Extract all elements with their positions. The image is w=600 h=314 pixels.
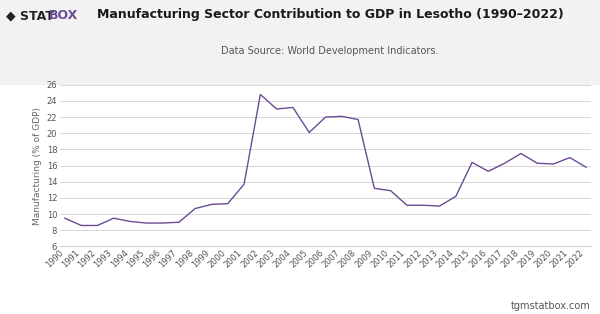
Legend: Lesotho: Lesotho (291, 313, 360, 314)
Text: ◆ STAT: ◆ STAT (6, 9, 54, 22)
Text: tgmstatbox.com: tgmstatbox.com (511, 301, 591, 311)
Text: Manufacturing Sector Contribution to GDP in Lesotho (1990–2022): Manufacturing Sector Contribution to GDP… (97, 8, 563, 21)
Text: Data Source: World Development Indicators.: Data Source: World Development Indicator… (221, 46, 439, 56)
Text: BOX: BOX (49, 9, 79, 22)
Y-axis label: Manufacturing (% of GDP): Manufacturing (% of GDP) (34, 107, 43, 225)
